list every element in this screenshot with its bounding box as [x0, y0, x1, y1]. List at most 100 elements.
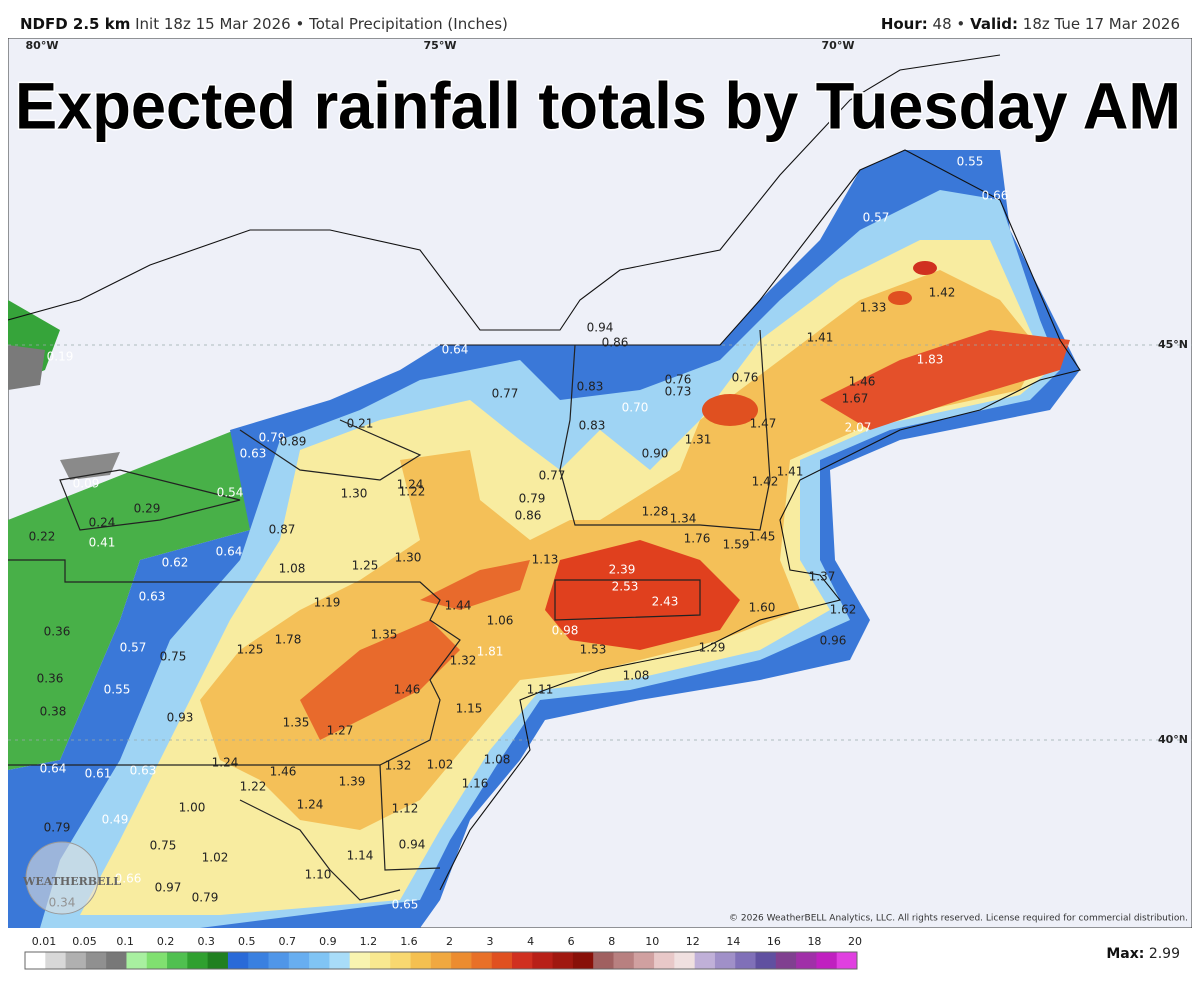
point-value: 1.28 — [642, 505, 669, 519]
legend-tick-label: 4 — [527, 935, 534, 948]
point-value: 1.37 — [809, 570, 836, 584]
point-value: 1.08 — [484, 753, 511, 767]
point-value: 1.39 — [339, 775, 366, 789]
point-value: 1.41 — [807, 331, 834, 345]
point-value: 0.86 — [515, 509, 542, 523]
point-value: 1.32 — [450, 654, 477, 668]
point-value: 1.00 — [179, 801, 206, 815]
point-value: 0.57 — [120, 641, 147, 655]
legend-swatch — [532, 952, 554, 969]
point-value: 1.02 — [427, 758, 454, 772]
point-value: 0.36 — [37, 672, 64, 686]
precip-area — [820, 330, 1070, 430]
point-value: 0.93 — [167, 711, 194, 725]
point-value: 0.24 — [89, 516, 116, 530]
valid-time: 18z Tue 17 Mar 2026 — [1023, 15, 1180, 33]
max-value: 2.99 — [1149, 946, 1180, 962]
legend-swatch — [836, 952, 858, 969]
point-value: 1.46 — [849, 375, 876, 389]
point-value: 1.83 — [917, 353, 944, 367]
legend-swatch — [227, 952, 249, 969]
point-value: 1.24 — [212, 756, 239, 770]
point-value: 0.75 — [160, 650, 187, 664]
longitude-label: 75°W — [424, 39, 457, 52]
legend-swatch — [491, 952, 513, 969]
legend-swatch — [187, 952, 209, 969]
point-value: 2.07 — [845, 421, 872, 435]
point-value: 0.38 — [40, 705, 67, 719]
point-value: 0.64 — [40, 762, 67, 776]
precip-area — [8, 345, 45, 390]
legend-swatch — [349, 952, 371, 969]
hour: 48 — [933, 15, 952, 33]
point-value: 1.32 — [385, 759, 412, 773]
point-value: 0.76 — [665, 373, 692, 387]
point-value: 1.46 — [394, 683, 421, 697]
legend-tick-label: 0.1 — [116, 935, 134, 948]
legend-tick-label: 0.7 — [279, 935, 297, 948]
latitude-label: 40°N — [1158, 733, 1188, 746]
legend-tick-label: 14 — [726, 935, 740, 948]
point-value: 0.55 — [957, 155, 984, 169]
point-value: 0.79 — [519, 492, 546, 506]
map: 0.940.860.640.77 0.83 0.760.730.760.700.83… — [8, 38, 1192, 928]
point-value: 1.35 — [371, 628, 398, 642]
legend-swatch — [775, 952, 797, 969]
legend-swatch — [714, 952, 736, 969]
legend-tick-label: 8 — [608, 935, 615, 948]
point-value: 0.57 — [863, 211, 890, 225]
precip-area — [420, 560, 530, 610]
legend-tick-label: 0.9 — [319, 935, 337, 948]
legend-swatch — [45, 952, 67, 969]
point-value: 0.77 — [492, 387, 519, 401]
legend-swatch — [512, 952, 533, 969]
precip-area — [913, 261, 937, 275]
point-value: 1.33 — [860, 301, 887, 315]
point-value: 0.79 — [192, 891, 219, 905]
point-value: 0.98 — [552, 624, 579, 638]
legend-swatch — [572, 952, 594, 969]
point-value: 1.45 — [749, 530, 776, 544]
point-value: 0.55 — [104, 683, 131, 697]
point-value: 0.76 — [732, 371, 759, 385]
point-value: 0.94 — [399, 838, 426, 852]
point-value: 1.29 — [699, 641, 726, 655]
point-value: 0.94 — [587, 321, 614, 335]
point-value: 0.79 — [259, 431, 286, 445]
logo: WEATHERBELL — [22, 875, 121, 888]
point-value: 1.35 — [283, 716, 310, 730]
point-value: 0.19 — [47, 350, 74, 364]
point-value: 1.44 — [445, 599, 472, 613]
point-value: 1.16 — [462, 777, 489, 791]
header-right: Hour: 48 • Valid: 18z Tue 17 Mar 2026 — [881, 15, 1180, 33]
river — [8, 54, 1001, 331]
point-value: 0.97 — [155, 881, 182, 895]
state-border — [554, 579, 701, 621]
point-value: 0.29 — [134, 502, 161, 516]
hour-label: Hour: — [881, 15, 928, 33]
legend-swatch — [248, 952, 270, 969]
precip-area — [702, 394, 758, 426]
point-value: 1.12 — [392, 802, 419, 816]
legend-swatch — [654, 952, 675, 969]
point-value: 0.73 — [665, 385, 692, 399]
legend-swatch — [25, 952, 46, 969]
point-value: 1.46 — [270, 765, 297, 779]
point-value: 1.53 — [580, 643, 607, 657]
point-values: 0.940.860.640.77 0.83 0.760.730.760.700.83… — [29, 155, 1009, 912]
point-value: 1.47 — [750, 417, 777, 431]
point-value: 0.64 — [442, 343, 469, 357]
precip-area — [545, 540, 740, 650]
point-value: 2.43 — [652, 595, 679, 609]
point-value: 0.21 — [347, 417, 374, 431]
point-value: 0.65 — [392, 898, 419, 912]
point-value: 1.59 — [723, 538, 750, 552]
point-value: 0.63 — [139, 590, 166, 604]
state-border — [8, 559, 461, 766]
longitude-label: 70°W — [822, 39, 855, 52]
point-value: 0.77 — [539, 469, 566, 483]
point-value: 1.08 — [279, 562, 306, 576]
point-value: 0.63 — [130, 764, 157, 778]
legend-tick-label: 0.3 — [197, 935, 215, 948]
